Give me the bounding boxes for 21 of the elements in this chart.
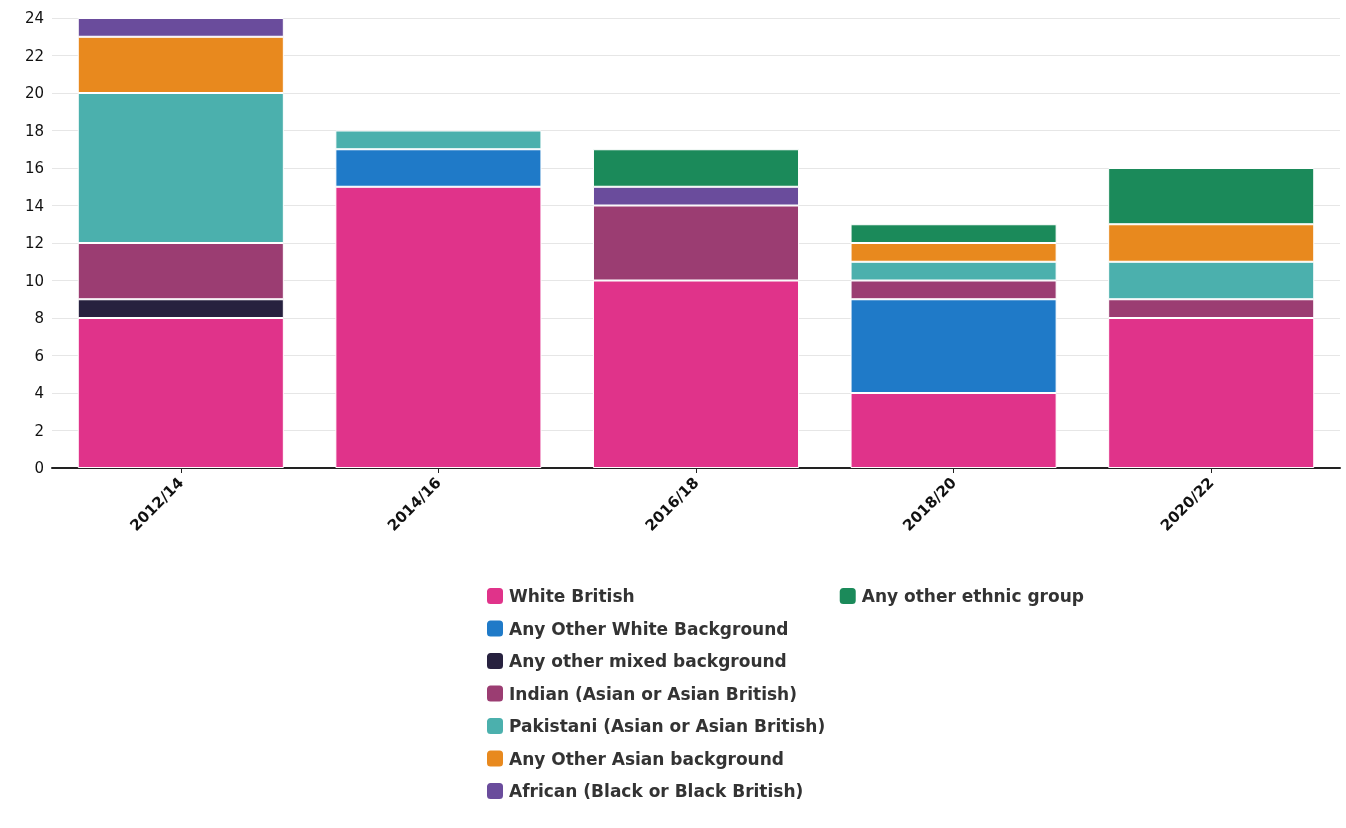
y-tick-label: 14	[24, 196, 44, 215]
legend-label: Pakistani (Asian or Asian British)	[509, 716, 826, 736]
y-tick-label: 22	[24, 46, 44, 65]
y-tick-label: 6	[34, 346, 44, 365]
legend-label: Any Other White Background	[509, 618, 789, 639]
legend-label: Any other mixed background	[509, 651, 787, 671]
y-tick-label: 8	[34, 309, 44, 327]
y-tick-label: 12	[24, 234, 44, 252]
y-tick-label: 2	[34, 421, 44, 440]
y-tick-label: 0	[34, 459, 44, 477]
legend-label: African (Black or Black British)	[509, 781, 804, 801]
y-tick-label: 4	[34, 384, 44, 402]
y-tick-label: 24	[24, 9, 44, 27]
legend-label: Indian (Asian or Asian British)	[509, 683, 797, 704]
y-tick-label: 10	[24, 271, 44, 290]
y-tick-label: 16	[24, 159, 44, 177]
legend-label: Any Other Asian background	[509, 748, 784, 769]
legend-label: Any other ethnic group	[861, 586, 1084, 606]
y-tick-label: 18	[24, 121, 44, 140]
y-tick-label: 20	[24, 84, 44, 102]
legend-label: White British	[509, 586, 635, 606]
